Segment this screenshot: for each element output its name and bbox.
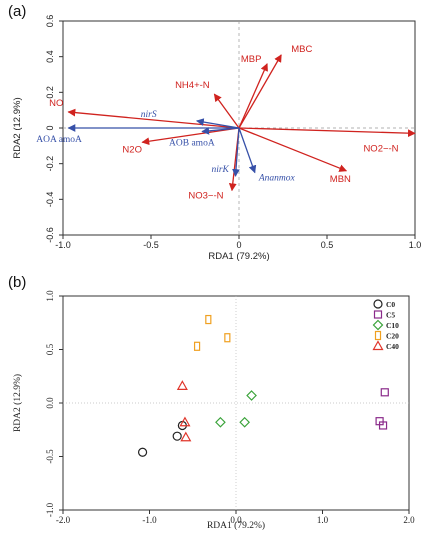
panel-b-label: (b) [8, 274, 26, 291]
x-tick-label: 0.0 [230, 515, 242, 525]
point-c0-1 [137, 447, 148, 457]
point-c10-2 [215, 416, 226, 428]
plot-b-points [137, 314, 389, 457]
point-c5-1 [380, 388, 389, 397]
panel-a-label: (a) [8, 3, 26, 20]
vector-label-no: NO [49, 98, 63, 109]
point-c40-2 [179, 416, 191, 427]
x-tick-label: 0 [236, 240, 241, 250]
y-tick-label: 0.0 [45, 397, 55, 409]
x-tick-label: -1.0 [142, 515, 157, 525]
point-c20-2 [224, 333, 231, 343]
point-c0-2 [172, 431, 182, 441]
y-tick-label: 0.6 [45, 15, 55, 28]
plot-a-ticks: -1.0 -0.5 0 0.5 1.0 -0.6 -0.4 -0.2 0 0.2 0.4 0.6 [45, 15, 421, 250]
vector-arrow-nirs [195, 118, 240, 129]
legend-marker-c40 [372, 340, 384, 351]
point-c40-1 [176, 380, 188, 390]
point-c10-1 [246, 390, 257, 401]
point-c5-3 [378, 421, 388, 430]
vector-label-n2o: N2O [122, 144, 142, 155]
vector-arrow-mbn [238, 127, 348, 172]
legend-label-c5: C5 [386, 311, 395, 320]
y-tick-label: -0.4 [45, 192, 55, 208]
legend-marker-c0 [373, 299, 383, 309]
rda-scatter-panel: -2.0 -1.0 0.0 1.0 2.0-1.0-0.50.00.51.0 C0C5C… [12, 290, 415, 531]
x-tick-label: 1.0 [409, 240, 422, 250]
vector-arrow-nirk [232, 127, 240, 177]
vector-arrow-no2-n [238, 127, 416, 138]
legend-label-c10: C10 [386, 321, 399, 330]
plot-a-vectors: MBC MBP NH4+-N NO N2O NO3−-N MBN NO2−-N nirS AOA … [36, 44, 416, 201]
vector-label-nirk: nirK [211, 165, 229, 175]
legend-label-c40: C40 [386, 342, 399, 351]
point-c20-1 [205, 314, 212, 325]
legend-label-c20: C20 [386, 332, 399, 341]
vector-label-nh4-n: NH4+-N [175, 80, 210, 91]
plot-a-y-axis-title: RDA2 (12.9%) [12, 97, 23, 158]
point-c40-3 [180, 431, 192, 442]
vector-label-mbn: MBN [330, 174, 351, 185]
vector-label-nirs: nirS [141, 110, 157, 120]
point-c20-3 [193, 341, 201, 351]
x-tick-label: -0.5 [143, 240, 159, 250]
vector-arrow-aob-amoa [201, 127, 240, 135]
y-tick-label: 0.2 [45, 86, 55, 99]
vector-label-aoa-amoa: AOA amoA [36, 135, 82, 145]
x-tick-label: 2.0 [403, 515, 415, 525]
x-tick-label: -2.0 [56, 515, 71, 525]
y-tick-label: 0.5 [45, 343, 55, 355]
plot-a-x-axis-title: RDA1 (79.2%) [208, 251, 269, 262]
vector-label-mbc: MBC [291, 44, 312, 55]
y-tick-label: -0.6 [45, 227, 55, 243]
vector-arrow-nh4-n [213, 93, 240, 129]
vector-arrow-no [67, 108, 240, 129]
legend-label-c0: C0 [386, 300, 395, 309]
legend-marker-c10 [372, 319, 384, 331]
y-tick-label: 0.4 [45, 50, 55, 63]
vector-arrow-ananmox [238, 127, 257, 174]
vector-arrow-mbc [238, 54, 282, 129]
plot-b-ticks: -2.0 -1.0 0.0 1.0 2.0-1.0-0.50.00.51.0 [45, 290, 415, 525]
y-tick-label: -0.2 [45, 156, 55, 172]
y-tick-label: 0 [45, 125, 55, 130]
vector-label-no3-n: NO3−-N [188, 190, 223, 201]
x-tick-label: -1.0 [55, 240, 71, 250]
x-tick-label: 1.0 [317, 515, 329, 525]
legend-marker-c20 [374, 330, 382, 341]
vector-label-aob-amoa: AOB amoA [169, 139, 215, 149]
vector-label-ananmox: Ananmox [258, 174, 296, 184]
y-tick-label: -1.0 [45, 502, 55, 517]
plot-b-y-axis-title: RDA2 (12.9%) [12, 374, 23, 432]
plot-b-x-axis-title: RDA1 (79.2%) [207, 520, 265, 531]
rda-biplot-panel: -1.0 -0.5 0 0.5 1.0 -0.6 -0.4 -0.2 0 0.2 0.4 0.6 MB… [12, 15, 421, 262]
y-tick-label: -0.5 [45, 449, 55, 464]
x-tick-label: 0.5 [321, 240, 334, 250]
vector-arrow-n2o [141, 127, 240, 146]
vector-label-mbp: MBP [241, 54, 262, 65]
legend-marker-c5 [373, 310, 383, 319]
point-c10-3 [239, 416, 250, 428]
vector-arrow-mbp [238, 63, 268, 129]
vector-label-no2-n: NO2−-N [363, 143, 398, 154]
y-tick-label: 1.0 [45, 290, 55, 302]
